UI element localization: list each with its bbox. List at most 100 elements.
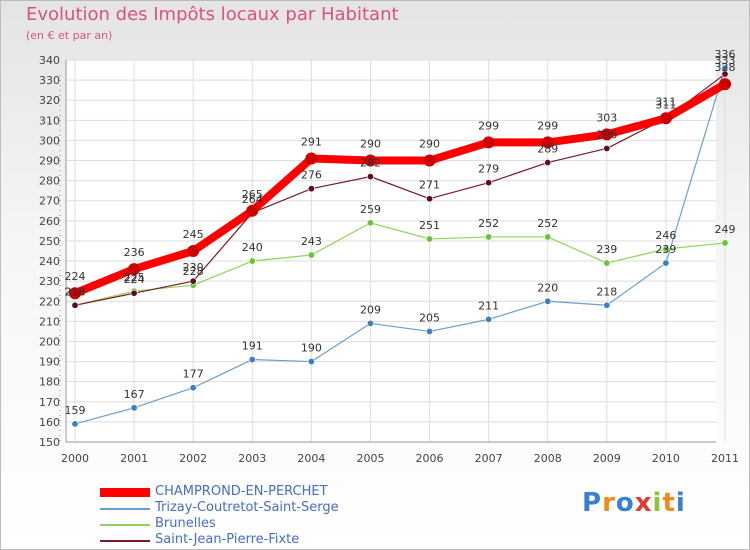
data-point-1 <box>248 356 256 364</box>
data-label-1: 218 <box>596 285 617 298</box>
series-line-2 <box>74 222 726 306</box>
data-label-1: 211 <box>478 299 499 312</box>
y-tick-label: 310 <box>39 114 60 127</box>
data-label-2: 225 <box>124 271 145 284</box>
data-point-2 <box>426 235 434 243</box>
data-label-0: 245 <box>183 228 204 241</box>
data-label-3: 224 <box>124 273 145 286</box>
data-label-2: 252 <box>478 217 499 230</box>
logo-letter: i <box>652 488 663 518</box>
series-line-0 <box>73 80 728 297</box>
data-point-2 <box>721 239 729 247</box>
legend-swatch-champrond <box>100 488 150 497</box>
data-point-0 <box>246 204 259 217</box>
y-tick-label: 280 <box>39 175 60 188</box>
data-point-1 <box>189 384 197 392</box>
y-tick-label: 320 <box>39 94 60 107</box>
x-tick-label: 2010 <box>652 452 680 465</box>
data-point-0 <box>305 152 318 165</box>
data-point-0 <box>659 112 672 125</box>
y-tick-label: 230 <box>39 275 60 288</box>
data-point-0 <box>69 287 81 300</box>
legend-swatch-saint-jean <box>100 540 150 542</box>
data-point-0 <box>364 154 377 167</box>
y-tick-label: 180 <box>39 376 60 389</box>
legend-label-saint-jean: Saint-Jean-Pierre-Fixte <box>155 532 300 547</box>
data-point-2 <box>248 257 256 265</box>
x-tick-label: 2009 <box>593 452 621 465</box>
y-tick-label: 340 <box>39 54 60 67</box>
data-point-0 <box>423 154 436 167</box>
data-label-3: 279 <box>478 163 499 176</box>
data-label-3: 230 <box>183 261 204 274</box>
data-point-3 <box>485 179 493 187</box>
legend-label-brunelles: Brunelles <box>155 516 216 531</box>
data-point-1 <box>603 301 611 309</box>
data-label-3: 289 <box>537 143 558 156</box>
logo-letter: i <box>675 488 686 518</box>
data-point-3 <box>544 159 552 167</box>
data-label-1: 205 <box>419 311 440 324</box>
data-point-3 <box>130 289 138 297</box>
x-tick-label: 2006 <box>416 452 444 465</box>
y-tick-label: 220 <box>39 295 60 308</box>
data-point-0 <box>128 263 141 276</box>
y-tick-label: 300 <box>39 134 60 147</box>
x-tick-label: 2000 <box>61 452 89 465</box>
data-point-2 <box>603 259 611 267</box>
data-label-2: 240 <box>242 241 263 254</box>
data-point-1 <box>485 315 493 323</box>
x-tick-label: 2004 <box>297 452 325 465</box>
y-tick-label: 190 <box>39 356 60 369</box>
y-tick-label: 160 <box>39 416 60 429</box>
data-label-3: 282 <box>360 157 381 170</box>
data-label-2: 249 <box>715 223 736 236</box>
x-tick-label: 2007 <box>475 452 503 465</box>
proxiti-logo: Proxiti <box>582 488 686 518</box>
data-label-2: 246 <box>655 229 676 242</box>
data-point-3 <box>71 301 79 309</box>
logo-letter: r <box>602 488 616 518</box>
chart-subtitle: (en € et par an) <box>26 29 113 42</box>
data-point-0 <box>187 245 200 257</box>
data-point-1 <box>366 319 374 327</box>
data-label-1: 167 <box>124 388 145 401</box>
data-label-2: 218 <box>65 285 86 298</box>
data-label-0: 224 <box>65 270 86 283</box>
data-label-2: 239 <box>596 243 617 256</box>
y-tick-label: 270 <box>39 195 60 208</box>
data-point-2 <box>662 245 670 253</box>
logo-letter: t <box>662 488 676 518</box>
data-label-0: 299 <box>478 119 499 132</box>
x-tick-label: 2005 <box>356 452 384 465</box>
data-point-3 <box>189 277 197 285</box>
y-tick-label: 290 <box>39 155 60 168</box>
y-tick-label: 200 <box>39 335 60 348</box>
chart-title: Evolution des Impôts locaux par Habitant <box>26 4 399 25</box>
data-label-2: 259 <box>360 203 381 216</box>
data-point-2 <box>485 233 493 241</box>
data-point-1 <box>71 420 79 428</box>
data-label-2: 228 <box>183 265 204 278</box>
data-label-0: 328 <box>715 61 736 74</box>
data-point-3 <box>307 185 315 193</box>
data-point-2 <box>366 219 374 227</box>
data-label-3: 311 <box>655 98 676 111</box>
data-label-1: 209 <box>360 303 381 316</box>
y-tick-label: 150 <box>39 436 60 449</box>
data-label-0: 290 <box>360 138 381 151</box>
data-point-1 <box>426 327 434 335</box>
x-tick-label: 2011 <box>711 452 739 465</box>
data-label-3: 276 <box>301 169 322 182</box>
data-label-1: 239 <box>655 243 676 256</box>
data-point-1 <box>307 358 315 366</box>
y-tick-label: 170 <box>39 396 60 409</box>
data-point-3 <box>603 144 611 152</box>
y-tick-label: 250 <box>39 235 60 248</box>
data-point-0 <box>482 136 495 149</box>
data-point-0 <box>541 136 554 149</box>
data-label-1: 191 <box>242 340 263 353</box>
series-line-3 <box>74 73 726 306</box>
data-label-0: 236 <box>124 246 145 259</box>
